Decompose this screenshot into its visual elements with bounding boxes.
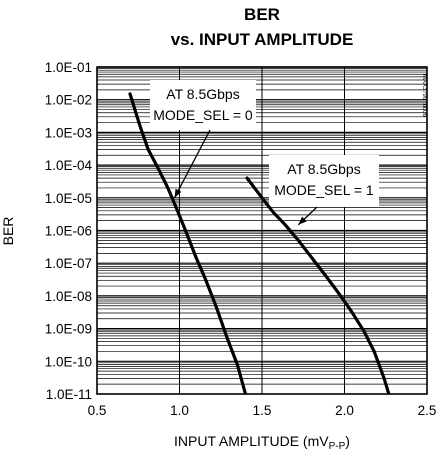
annotation-box	[269, 155, 379, 207]
y-axis-label: BER	[0, 217, 16, 246]
y-tick-label: 1.0E-05	[45, 191, 92, 206]
y-tick-label: 1.0E-08	[45, 289, 92, 304]
plot-frame	[96, 66, 428, 395]
annotation-1: AT 8.5Gbps MODE_SEL = 0	[150, 80, 256, 199]
y-tick-label: 1.0E-02	[45, 93, 92, 108]
x-tick-label: 2.5	[418, 403, 436, 418]
x-tick-labels: 0.5 1.0 1.5 2.0 2.5	[88, 403, 436, 418]
chart-subtitle: vs. INPUT AMPLITUDE	[171, 30, 354, 49]
x-tick-label: 0.5	[88, 403, 107, 418]
x-tick-label: 2.0	[335, 403, 354, 418]
series-layer	[128, 92, 391, 394]
annotation-2: AT 8.5Gbps MODE_SEL = 1	[269, 155, 379, 226]
y-tick-label: 1.0E-10	[45, 354, 92, 369]
x-tick-label: 1.0	[170, 403, 189, 418]
annotation-box	[150, 80, 256, 130]
y-tick-label: 1.0E-03	[45, 125, 92, 140]
y-tick-label: 1.0E-09	[45, 322, 92, 337]
arrowhead	[174, 188, 182, 198]
annotation-line: MODE_SEL = 1	[274, 182, 374, 198]
y-tick-label: 1.0E-11	[46, 387, 92, 402]
x-tick-label: 1.5	[253, 403, 272, 418]
arrowhead	[298, 216, 307, 225]
grid	[96, 66, 428, 394]
y-tick-label: 1.0E-06	[45, 224, 92, 239]
annotation-line: MODE_SEL = 0	[153, 107, 253, 123]
series-line-2	[245, 176, 391, 394]
chart-title: BER	[244, 5, 280, 24]
annotation-arrow	[173, 129, 211, 199]
y-tick-label: 1.0E-07	[45, 256, 92, 271]
annotation-line: AT 8.5Gbps	[287, 161, 360, 177]
y-tick-label: 1.0E-04	[45, 158, 93, 173]
y-tick-label: 1.0E-01	[45, 60, 92, 75]
annotations: AT 8.5Gbps MODE_SEL = 0 AT 8.5Gbps MODE_SEL…	[150, 80, 379, 226]
y-tick-labels: 1.0E-01 1.0E-02 1.0E-03 1.0E-04 1.0E-05 1.0E-…	[45, 60, 93, 402]
x-axis-label: INPUT AMPLITUDE (mVP-P)	[174, 433, 350, 452]
series-line-1	[128, 92, 248, 394]
annotation-line: AT 8.5Gbps	[166, 86, 239, 102]
watermark: MAX3798 toc06	[421, 74, 427, 117]
